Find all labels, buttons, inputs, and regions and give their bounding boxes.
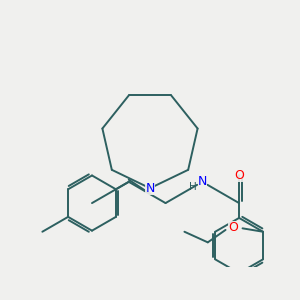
- Text: O: O: [234, 169, 244, 182]
- Text: O: O: [228, 221, 238, 234]
- Text: N: N: [145, 182, 155, 195]
- Text: N: N: [198, 175, 207, 188]
- Text: H: H: [189, 182, 197, 192]
